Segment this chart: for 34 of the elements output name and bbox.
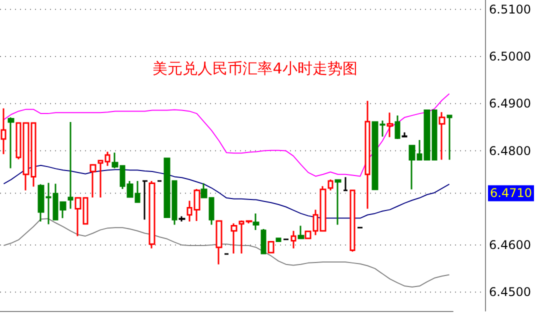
y-tick-label: 6.4600 xyxy=(489,238,531,252)
candlestick xyxy=(0,108,6,155)
candlestick xyxy=(90,164,96,198)
y-tick-label: 6.4900 xyxy=(489,96,531,111)
candlestick xyxy=(268,240,274,254)
candlestick xyxy=(276,238,282,242)
candlestick xyxy=(438,111,446,160)
candlestick xyxy=(350,190,356,252)
candlestick xyxy=(252,212,260,231)
y-tick-label: 6.4500 xyxy=(489,285,531,300)
candlestick xyxy=(334,179,342,226)
candlestick xyxy=(216,220,222,266)
y-tick-label: 6.5000 xyxy=(489,50,531,64)
candlestick xyxy=(402,132,408,138)
candlestick xyxy=(298,224,304,240)
candlestick xyxy=(260,228,266,255)
y-tick-label: 6.5100 xyxy=(489,2,531,16)
candlestick xyxy=(342,176,348,192)
y-tick-label: 6.4800 xyxy=(489,144,531,158)
ref-line-label: 6.4710 xyxy=(490,186,532,200)
candlestick xyxy=(446,114,452,160)
candlestick xyxy=(394,114,400,140)
candlestick xyxy=(142,180,148,220)
candlestick xyxy=(290,230,296,250)
line-series xyxy=(3,93,450,177)
text: 美元兑人民币汇率4小时走势图 xyxy=(152,60,358,78)
candlestick xyxy=(8,116,14,169)
candlestick xyxy=(148,180,156,250)
candlestick xyxy=(68,121,74,210)
candlestick xyxy=(386,112,394,138)
candlestick xyxy=(230,222,238,254)
candlestick xyxy=(364,100,370,210)
line-series xyxy=(3,164,450,219)
candlestick xyxy=(178,216,186,222)
